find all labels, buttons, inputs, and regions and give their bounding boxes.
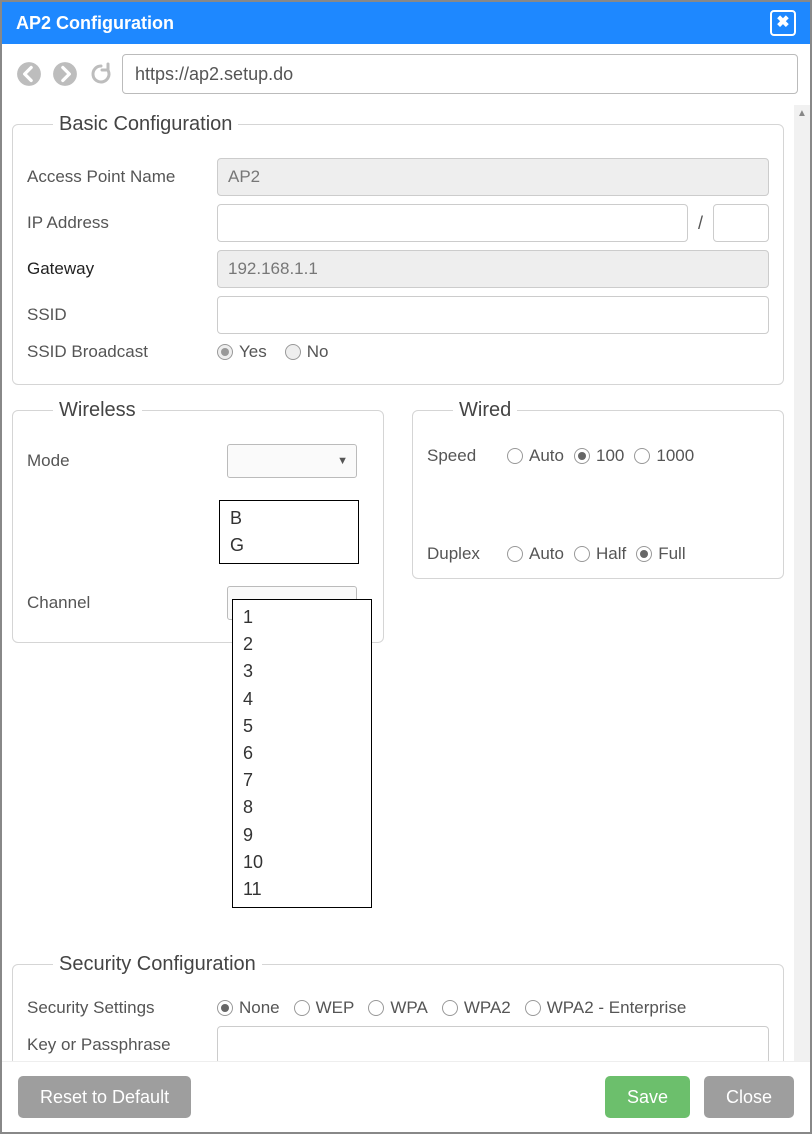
security-radio-set: None WEP WPA WPA2 WPA2 - Enterprise: [217, 998, 686, 1018]
app-window: AP2 Configuration ✖ Basic Configuration …: [0, 0, 812, 1134]
duplex-option[interactable]: Full: [636, 544, 685, 564]
wireless-wired-row: Wireless Mode ▼ BG Channel ▼: [10, 399, 786, 657]
security-settings-label: Security Settings: [27, 998, 217, 1018]
security-option[interactable]: WPA: [368, 998, 427, 1018]
arrow-left-icon: [16, 61, 42, 87]
speed-option[interactable]: 1000: [634, 446, 694, 466]
duplex-option[interactable]: Auto: [507, 544, 564, 564]
ap-name-label: Access Point Name: [27, 167, 217, 187]
security-option[interactable]: WEP: [294, 998, 355, 1018]
ip-sep: /: [698, 213, 703, 234]
content-area: Basic Configuration Access Point Name IP…: [2, 105, 810, 1061]
speed-option[interactable]: 100: [574, 446, 624, 466]
browser-toolbar: [2, 44, 810, 105]
ip-address-label: IP Address: [27, 213, 217, 233]
ip-address-input[interactable]: [217, 204, 688, 242]
basic-config-legend: Basic Configuration: [53, 113, 238, 136]
window-title: AP2 Configuration: [16, 13, 174, 34]
key-input[interactable]: [217, 1026, 769, 1061]
reload-icon: [89, 62, 113, 86]
ssid-input[interactable]: [217, 296, 769, 334]
duplex-option[interactable]: Half: [574, 544, 626, 564]
duplex-radio-set: Auto Half Full: [507, 544, 686, 564]
ssid-label: SSID: [27, 305, 217, 325]
speed-radio-set: Auto 100 1000: [507, 446, 694, 466]
ip-prefix-input[interactable]: [713, 204, 769, 242]
channel-option[interactable]: 11: [239, 876, 365, 903]
channel-dropdown[interactable]: 1234567891011: [232, 599, 372, 908]
channel-option[interactable]: 9: [239, 822, 365, 849]
basic-config-group: Basic Configuration Access Point Name IP…: [12, 113, 784, 385]
key-label: Key or Passphrase: [27, 1035, 217, 1055]
channel-option[interactable]: 3: [239, 658, 365, 685]
security-option[interactable]: WPA2 - Enterprise: [525, 998, 687, 1018]
channel-option[interactable]: 6: [239, 740, 365, 767]
mode-option[interactable]: G: [226, 532, 352, 559]
back-button[interactable]: [14, 59, 44, 89]
mode-option[interactable]: B: [226, 505, 352, 532]
ap-name-input[interactable]: [217, 158, 769, 196]
security-legend: Security Configuration: [53, 953, 262, 976]
scroll-up-icon: ▲: [794, 105, 810, 121]
channel-option[interactable]: 7: [239, 767, 365, 794]
speed-option[interactable]: Auto: [507, 446, 564, 466]
ssid-broadcast-yes[interactable]: Yes: [217, 342, 267, 362]
channel-option[interactable]: 1: [239, 604, 365, 631]
wired-legend: Wired: [453, 399, 517, 422]
ssid-broadcast-no[interactable]: No: [285, 342, 329, 362]
forward-button[interactable]: [50, 59, 80, 89]
channel-option[interactable]: 5: [239, 713, 365, 740]
reload-button[interactable]: [86, 59, 116, 89]
channel-option[interactable]: 8: [239, 794, 365, 821]
wired-group: Wired Speed Auto 100 1000 Duplex Auto Half F…: [412, 399, 784, 579]
url-input[interactable]: [122, 54, 798, 94]
speed-label: Speed: [427, 446, 507, 466]
gateway-input[interactable]: [217, 250, 769, 288]
reset-button[interactable]: Reset to Default: [18, 1076, 191, 1118]
channel-option[interactable]: 2: [239, 631, 365, 658]
mode-select[interactable]: ▼: [227, 444, 357, 478]
mode-dropdown[interactable]: BG: [219, 500, 359, 564]
ssid-broadcast-label: SSID Broadcast: [27, 342, 217, 362]
duplex-label: Duplex: [427, 544, 507, 564]
mode-label: Mode: [27, 451, 107, 471]
security-option[interactable]: None: [217, 998, 280, 1018]
close-button[interactable]: Close: [704, 1076, 794, 1118]
window-close-button[interactable]: ✖: [770, 10, 796, 36]
vertical-scrollbar[interactable]: ▲: [794, 105, 810, 1061]
chevron-down-icon: ▼: [337, 455, 348, 467]
channel-option[interactable]: 4: [239, 686, 365, 713]
content: Basic Configuration Access Point Name IP…: [2, 105, 794, 1061]
footer: Reset to Default Save Close: [2, 1061, 810, 1132]
close-icon: ✖: [776, 15, 789, 31]
save-button[interactable]: Save: [605, 1076, 690, 1118]
channel-label: Channel: [27, 593, 107, 613]
security-group: Security Configuration Security Settings…: [12, 953, 784, 1061]
wireless-legend: Wireless: [53, 399, 142, 422]
titlebar: AP2 Configuration ✖: [2, 2, 810, 44]
security-option[interactable]: WPA2: [442, 998, 511, 1018]
channel-option[interactable]: 10: [239, 849, 365, 876]
arrow-right-icon: [52, 61, 78, 87]
gateway-label: Gateway: [27, 259, 217, 279]
